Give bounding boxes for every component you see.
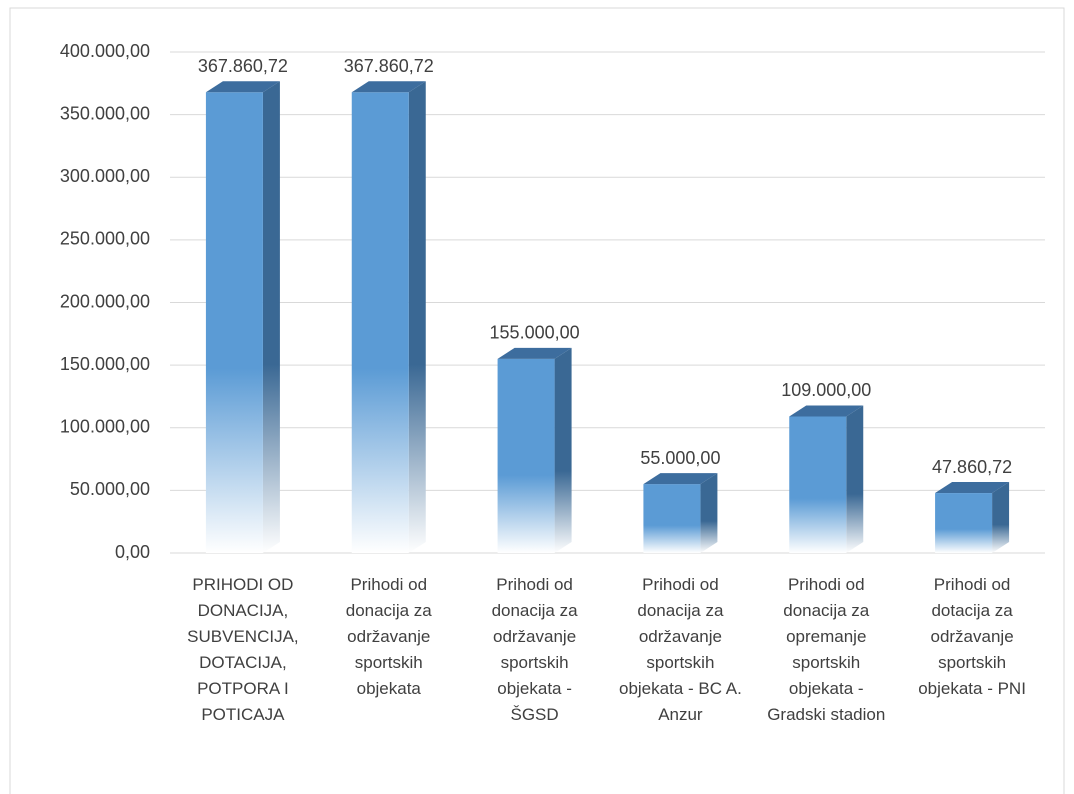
value-label: 367.860,72 xyxy=(198,56,288,76)
bar-side xyxy=(700,473,718,553)
value-label: 155.000,00 xyxy=(490,323,580,343)
bar xyxy=(351,92,409,553)
x-tick-label: Prihodi od donacija za održavanje sports… xyxy=(618,575,742,724)
y-tick-label: 200.000,00 xyxy=(60,291,150,311)
bar-side xyxy=(262,81,280,553)
bar xyxy=(789,416,847,553)
bar xyxy=(497,358,555,553)
value-label: 367.860,72 xyxy=(344,56,434,76)
y-tick-label: 350.000,00 xyxy=(60,103,150,123)
bar-top xyxy=(643,473,718,485)
chart-border xyxy=(9,7,1065,794)
y-tick-label: 400.000,00 xyxy=(60,41,150,61)
bar-top xyxy=(935,482,1010,494)
y-tick-label: 250.000,00 xyxy=(60,229,150,249)
y-tick-label: 100.000,00 xyxy=(60,417,150,437)
x-tick-label: Prihodi od donacija za održavanje sports… xyxy=(491,575,578,724)
bar xyxy=(643,484,701,553)
bar-top xyxy=(789,405,864,417)
bar-side xyxy=(408,81,426,553)
value-label: 47.860,72 xyxy=(932,457,1012,477)
bar-side xyxy=(846,405,864,553)
x-tick-label: PRIHODI OD DONACIJA, SUBVENCIJA, DOTACIJ… xyxy=(187,575,299,724)
y-tick-label: 300.000,00 xyxy=(60,166,150,186)
bar xyxy=(935,493,993,553)
y-tick-label: 150.000,00 xyxy=(60,354,150,374)
bar-top xyxy=(351,81,426,93)
bar-top xyxy=(205,81,280,93)
value-label: 55.000,00 xyxy=(640,448,720,468)
bar xyxy=(205,92,263,553)
x-tick-label: Prihodi od dotacija za održavanje sports… xyxy=(918,575,1026,698)
x-tick-label: Prihodi od donacija za opremanje sportsk… xyxy=(767,575,886,724)
x-tick-label: Prihodi od donacija za održavanje sports… xyxy=(345,575,432,698)
bar-side xyxy=(992,482,1010,553)
y-tick-label: 50.000,00 xyxy=(70,479,150,499)
bar-side xyxy=(554,347,572,553)
bar-top xyxy=(497,347,572,359)
value-label: 109.000,00 xyxy=(781,380,871,400)
y-tick-label: 0,00 xyxy=(115,542,150,562)
